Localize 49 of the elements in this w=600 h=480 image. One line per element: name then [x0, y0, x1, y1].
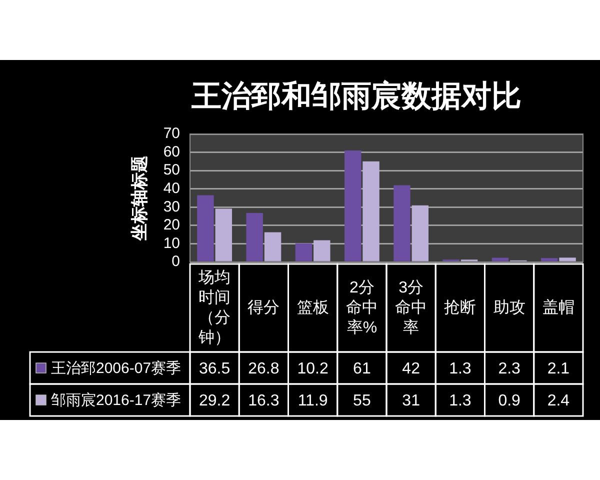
y-tick-label: 10 — [163, 234, 180, 252]
x-tick-label: 抢断 — [444, 298, 476, 316]
x-tick-label: 盖帽 — [542, 298, 574, 316]
data-label: 1.3 — [449, 392, 472, 410]
bar — [295, 243, 312, 262]
data-label: 0.9 — [498, 392, 521, 410]
bar — [264, 232, 282, 262]
data-label: 2.3 — [498, 360, 521, 378]
bar — [394, 185, 410, 262]
data-label: 26.8 — [248, 360, 280, 378]
data-label: 55 — [353, 392, 371, 410]
y-tick-label: 20 — [163, 216, 180, 234]
bar — [559, 258, 576, 262]
bar — [197, 195, 214, 262]
y-tick-label: 50 — [163, 162, 180, 179]
x-tick-label: 助攻 — [493, 298, 526, 316]
bar — [412, 205, 429, 262]
chart-title: 王治郅和邹雨宸数据对比 — [190, 78, 522, 113]
data-label: 2.1 — [547, 360, 570, 378]
data-label: 2.4 — [547, 392, 570, 410]
data-label: 1.3 — [449, 360, 472, 378]
data-label: 36.5 — [198, 360, 230, 378]
y-tick-label: 30 — [163, 198, 180, 216]
y-tick-label: 60 — [163, 143, 180, 160]
x-tick-label: 场均时间（分钟） — [198, 269, 231, 346]
x-tick-label: 2分命中率% — [346, 279, 378, 336]
data-label: 10.2 — [297, 360, 328, 378]
bar — [246, 212, 263, 262]
x-tick-label: 3分命中率 — [395, 279, 428, 336]
y-tick-label: 70 — [163, 125, 180, 142]
data-label: 16.3 — [248, 392, 280, 410]
y-axis-title: 坐标轴标题 — [130, 156, 149, 242]
data-label: 42 — [402, 360, 420, 378]
bar — [540, 258, 558, 262]
bar — [314, 240, 330, 262]
data-label: 61 — [353, 360, 371, 378]
y-tick-label: 40 — [163, 180, 180, 197]
bar — [215, 208, 232, 262]
x-tick-label: 得分 — [248, 299, 280, 316]
bar — [362, 161, 380, 262]
data-label: 11.9 — [298, 392, 328, 410]
legend-label: 邹雨宸2016-17赛季 — [51, 392, 182, 410]
data-label: 31 — [402, 392, 420, 410]
y-tick-label: 0 — [172, 253, 180, 270]
legend-label: 王治郅2006-07赛季 — [51, 360, 182, 378]
bar — [344, 150, 362, 262]
bar — [492, 258, 509, 262]
data-label: 29.2 — [198, 392, 230, 410]
x-tick-label: 篮板 — [296, 299, 329, 316]
